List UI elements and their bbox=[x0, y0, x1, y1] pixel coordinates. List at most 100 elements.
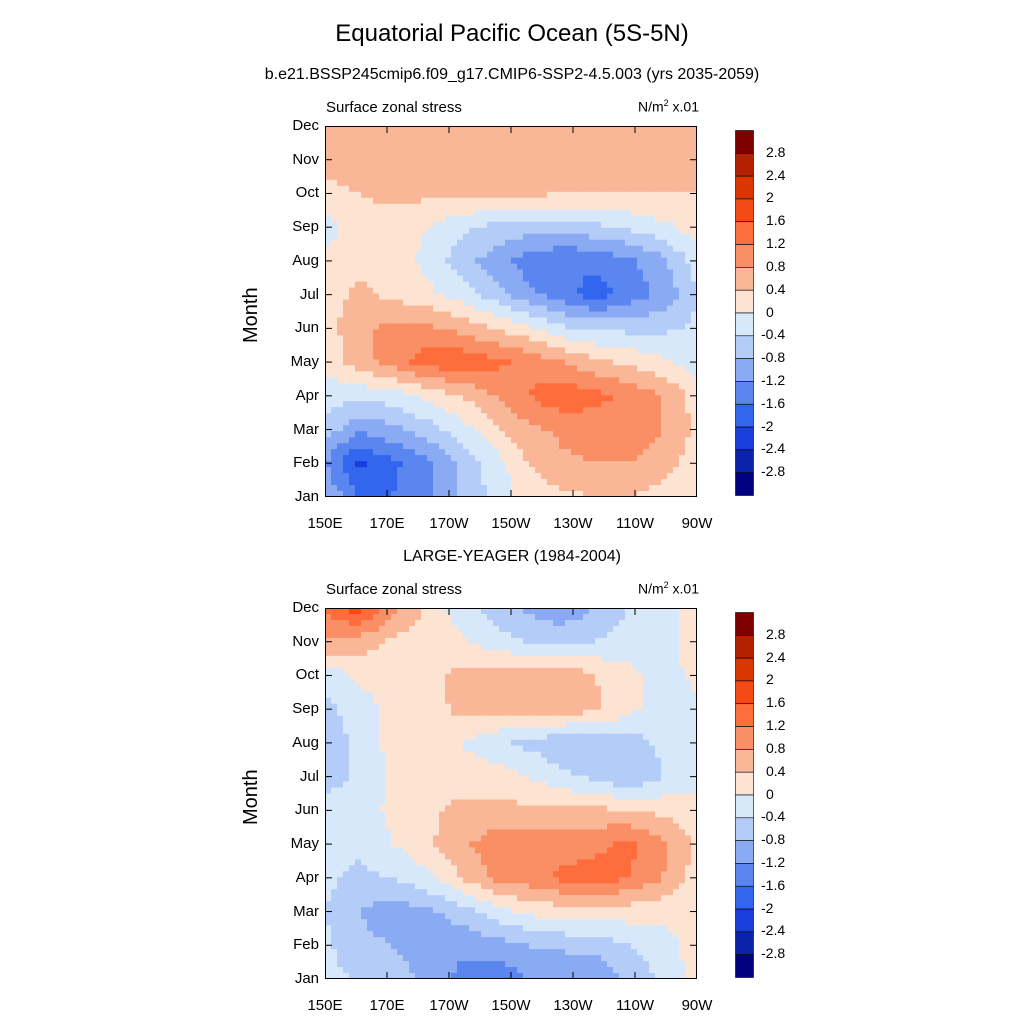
heatmap-cell bbox=[679, 431, 686, 438]
heatmap-cell bbox=[565, 649, 572, 657]
heatmap-cell bbox=[673, 341, 680, 348]
heatmap-cell bbox=[523, 185, 530, 193]
heatmap-cell bbox=[385, 269, 392, 277]
heatmap-cell bbox=[523, 126, 530, 133]
heatmap-cell bbox=[325, 131, 332, 139]
heatmap-cell bbox=[655, 608, 662, 615]
heatmap-cell bbox=[367, 275, 374, 283]
heatmap-cell bbox=[583, 317, 590, 325]
heatmap-cell bbox=[373, 697, 380, 705]
heatmap-cell bbox=[661, 485, 668, 492]
heatmap-cell bbox=[685, 625, 692, 633]
heatmap-cell bbox=[379, 643, 386, 651]
heatmap-cell bbox=[499, 365, 506, 372]
heatmap-cell bbox=[607, 305, 614, 313]
heatmap-cell bbox=[379, 311, 386, 319]
heatmap-cell bbox=[613, 613, 620, 621]
heatmap-cell bbox=[547, 691, 554, 699]
heatmap-cell bbox=[667, 167, 674, 175]
heatmap-cell bbox=[457, 263, 464, 271]
heatmap-cell bbox=[571, 437, 578, 444]
heatmap-cell bbox=[559, 619, 566, 627]
heatmap-cell bbox=[451, 263, 458, 271]
heatmap-cell bbox=[499, 173, 506, 181]
heatmap-cell bbox=[529, 293, 536, 301]
heatmap-cell bbox=[685, 359, 692, 366]
heatmap-cell bbox=[355, 215, 362, 223]
heatmap-cell bbox=[637, 161, 644, 169]
heatmap-cell bbox=[595, 395, 602, 402]
heatmap-cell bbox=[517, 293, 524, 301]
heatmap-cell bbox=[571, 221, 578, 229]
heatmap-cell bbox=[553, 365, 560, 372]
heatmap-cell bbox=[529, 275, 536, 283]
heatmap-cell bbox=[661, 209, 668, 217]
colorbar-label: -2 bbox=[761, 417, 774, 434]
heatmap-cell bbox=[565, 389, 572, 396]
heatmap-cell bbox=[331, 317, 338, 325]
heatmap-cell bbox=[619, 407, 626, 414]
heatmap-cell bbox=[583, 407, 590, 414]
heatmap-cell bbox=[661, 173, 668, 181]
heatmap-cell bbox=[649, 625, 656, 633]
heatmap-cell bbox=[589, 173, 596, 181]
heatmap-cell bbox=[679, 401, 686, 408]
heatmap-cell bbox=[403, 167, 410, 175]
heatmap-cell bbox=[523, 643, 530, 651]
heatmap-cell bbox=[529, 407, 536, 414]
heatmap-cell bbox=[367, 625, 374, 633]
heatmap-cell bbox=[433, 473, 440, 480]
heatmap-cell bbox=[679, 335, 686, 343]
heatmap-cell bbox=[577, 227, 584, 235]
heatmap-cell bbox=[607, 281, 614, 289]
heatmap-cell bbox=[613, 389, 620, 396]
heatmap-cell bbox=[583, 131, 590, 139]
heatmap-cell bbox=[427, 179, 434, 187]
heatmap-cell bbox=[487, 377, 494, 384]
heatmap-cell bbox=[691, 126, 697, 133]
heatmap-cell bbox=[403, 377, 410, 384]
heatmap-cell bbox=[397, 137, 404, 145]
heatmap-cell bbox=[475, 131, 482, 139]
heatmap-cell bbox=[391, 631, 398, 639]
heatmap-cell bbox=[397, 323, 404, 331]
heatmap-cell bbox=[445, 269, 452, 277]
heatmap-cell bbox=[511, 467, 518, 474]
heatmap-cell bbox=[547, 191, 554, 199]
heatmap-cell bbox=[529, 323, 536, 331]
heatmap-cell bbox=[337, 643, 344, 651]
heatmap-cell bbox=[673, 359, 680, 366]
heatmap-cell bbox=[433, 667, 440, 675]
heatmap-cell bbox=[535, 703, 542, 711]
heatmap-cell bbox=[505, 221, 512, 229]
heatmap-cell bbox=[475, 437, 482, 444]
heatmap-cell bbox=[583, 473, 590, 480]
heatmap-cell bbox=[487, 227, 494, 235]
heatmap-cell bbox=[505, 473, 512, 480]
heatmap-cell bbox=[337, 413, 344, 420]
heatmap-cell bbox=[673, 299, 680, 307]
heatmap-cell bbox=[589, 685, 596, 693]
heatmap-cell bbox=[415, 365, 422, 372]
heatmap-cell bbox=[529, 467, 536, 474]
heatmap-cell bbox=[547, 383, 554, 390]
heatmap-cell bbox=[595, 287, 602, 295]
heatmap-cell bbox=[541, 455, 548, 462]
heatmap-cell bbox=[481, 173, 488, 181]
heatmap-cell bbox=[583, 443, 590, 450]
heatmap-cell bbox=[349, 697, 356, 705]
heatmap-cell bbox=[493, 329, 500, 337]
heatmap-cell bbox=[415, 703, 422, 711]
heatmap-cell bbox=[553, 335, 560, 343]
heatmap-cell bbox=[493, 437, 500, 444]
heatmap-cell bbox=[499, 341, 506, 348]
heatmap-cell bbox=[589, 245, 596, 253]
heatmap-cell bbox=[577, 479, 584, 486]
heatmap-cell bbox=[505, 269, 512, 277]
heatmap-cell bbox=[649, 443, 656, 450]
heatmap-cell bbox=[343, 335, 350, 343]
heatmap-cell bbox=[583, 347, 590, 354]
heatmap-cell bbox=[649, 185, 656, 193]
heatmap-cell bbox=[553, 661, 560, 669]
heatmap-cell bbox=[649, 126, 656, 133]
